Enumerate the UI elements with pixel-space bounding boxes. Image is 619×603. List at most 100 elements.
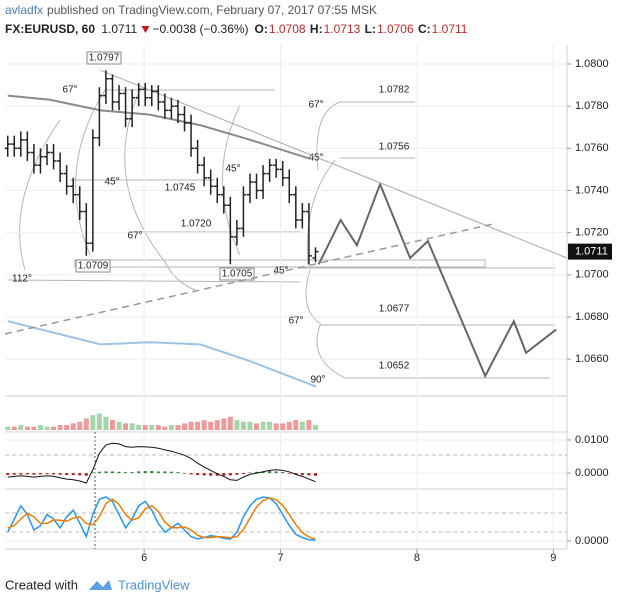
annotation: 1.0677 [379,304,410,315]
volume-bar [240,421,246,430]
volume-bar [77,421,83,430]
histogram-bar [241,473,245,475]
volume-bar [168,425,174,430]
y-tick-label: 1.0760 [575,142,609,154]
histogram-bar [71,473,75,476]
histogram-bar [52,473,56,475]
y-tick-label: 1.0800 [575,58,609,70]
volume-bar [214,420,220,430]
price-marker-label: 1.0711 [575,246,608,258]
y-tick-label: 1.0720 [575,227,609,239]
histogram-bar [137,471,141,474]
volume-bar [299,421,305,430]
histogram-bar [228,473,232,476]
volume-bar [142,425,148,430]
y-tick-label: 1.0780 [575,100,609,112]
y-tick-label: 1.0660 [575,353,609,365]
histogram-bar [110,471,114,474]
volume-bar [116,421,122,430]
line [317,181,557,379]
histogram-bar [124,472,128,474]
histogram-bar [183,473,187,474]
annotation: 67° [308,100,323,111]
volume-bar [37,425,43,430]
volume-bar [280,423,286,430]
author[interactable]: avladfx [5,3,43,17]
histogram-bar [300,473,304,476]
histogram-bar [189,473,193,475]
level-lines [7,89,555,379]
x-tick-label: 6 [141,552,147,564]
quote-value: 1.0708 [269,22,306,36]
annotation: 1.0756 [379,142,410,153]
histogram-bar [209,473,213,476]
borders [5,45,568,550]
line [7,94,311,160]
annotation: 45° [104,177,119,188]
volume-bar [201,420,207,430]
histogram-bar [32,473,36,475]
quote-value: 1.0706 [377,22,414,36]
annotation-box [75,259,111,273]
annotation: 67° [127,231,142,242]
volume-bar [227,416,233,430]
annotation: 112° [12,274,32,285]
volume-bar [182,423,188,430]
histogram-bar [78,473,82,476]
histogram-bar [313,473,317,476]
annotation: 1.0705 [222,269,253,280]
footer: Created with TradingView [5,577,190,592]
volume-bar [129,423,135,430]
histogram-bar [287,473,291,474]
volume-bar [260,421,266,430]
x-tick-label: 8 [414,552,420,564]
volume-bar [109,420,115,430]
histogram-bar [38,473,42,475]
volume-bar [24,426,30,430]
brand-link[interactable]: TradingView [118,577,190,592]
histogram-bar [19,473,23,475]
histogram-bar [156,471,160,474]
histogram-bar [274,471,278,474]
histogram-bar [215,473,219,476]
annotation: 1.0652 [379,361,410,372]
volume-bar [136,425,142,430]
line [7,320,317,388]
volume-bar [64,425,70,430]
volume-bar [123,423,129,430]
volume-bar [221,418,227,430]
annotation: 45° [225,164,240,175]
price-marker [568,243,612,260]
volume-bar [149,425,155,430]
drawings [7,89,555,379]
y-tick-label: 1.0680 [575,311,609,323]
volume-bar [306,420,312,430]
annotation: 1.0782 [379,85,410,96]
volume-bar [175,425,181,430]
volume-bar [267,421,273,430]
pane-borders [5,45,568,550]
volume-bar [286,421,292,430]
change: −0.0038 (−0.36%) [152,22,248,36]
y-tick-label: 1.0740 [575,184,609,196]
volume-bar [247,421,253,430]
volume-bar [312,425,318,430]
annotation-box [219,267,255,281]
annotation: 45° [273,266,288,277]
y-tick-label: 0.0000 [575,467,609,479]
histogram-bar [117,471,121,474]
volume-bar [188,421,194,430]
histogram-bar [65,473,69,476]
volume-bar [195,421,201,430]
quote-label: L: [365,22,376,36]
x-tick-label: 9 [550,552,556,564]
volume-bar [162,426,168,430]
histogram-bar [58,473,62,475]
histogram-bar [143,471,147,474]
volume-bar [90,415,96,430]
annotation: 45° [308,153,323,164]
stoch-line [7,497,316,540]
histogram-bar [281,472,285,474]
